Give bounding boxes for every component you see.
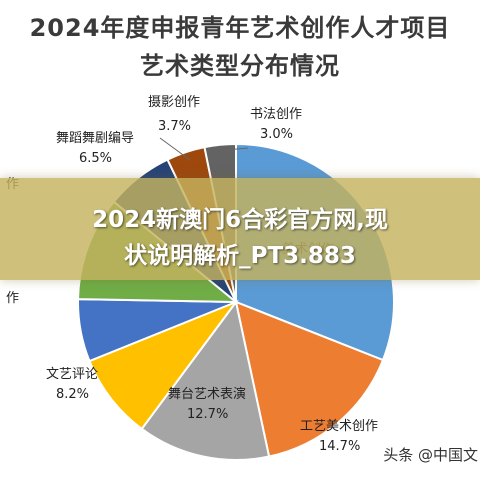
chart-title-line-1: 2024年度申报青年艺术创作人才项目 (29, 14, 451, 42)
chart-title-line-2: 艺术类型分布情况 (140, 52, 340, 80)
leader-line (225, 147, 249, 151)
slice-value-label: 6.5% (79, 151, 112, 166)
slice-label: 书法创作 (250, 107, 302, 122)
overlay-text-line-2: 状说明解析_PT3.883 (124, 243, 356, 269)
slice-value-label: 3.0% (260, 127, 293, 142)
overlay-banner (0, 178, 480, 280)
slice-label: 舞台艺术表演 (168, 386, 246, 402)
slice-label: 舞蹈舞剧编导 (56, 131, 134, 146)
watermark-text: 头条 @中国文 (379, 444, 480, 472)
slice-label: 工艺美术创作 (300, 419, 378, 434)
pie-slice (140, 299, 271, 461)
slice-label: 作 (6, 291, 19, 306)
leader-line (159, 137, 191, 161)
pie-slice (88, 299, 239, 431)
pie-slice (234, 300, 385, 458)
slice-label: 摄影创作 (148, 95, 200, 110)
slice-value-label: 3.7% (158, 119, 191, 134)
overlay-text-line-1: 2024新澳门6合彩官方网,现 (92, 207, 388, 233)
slice-label: 文艺评论 (46, 367, 98, 382)
slice-value-label: 12.7% (187, 407, 228, 422)
slice-value-label: 14.7% (319, 439, 360, 454)
slice-value-label: 8.2% (56, 387, 89, 402)
